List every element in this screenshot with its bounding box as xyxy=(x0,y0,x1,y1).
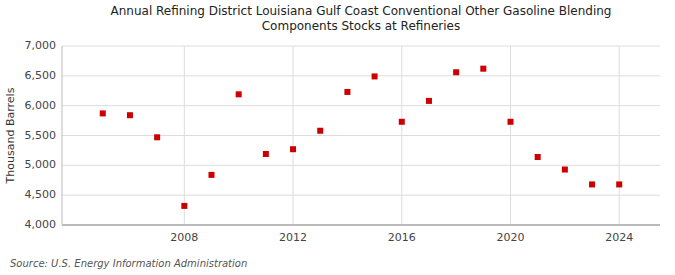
title-line: Components Stocks at Refineries xyxy=(262,19,461,33)
chart-container: 4,000 4,500 5,000 5,500 6,000 6,500 7,000 2008 2… xyxy=(0,0,675,275)
chart-svg: 4,000 4,500 5,000 5,500 6,000 6,500 7,000 2008 2… xyxy=(0,0,675,275)
point xyxy=(426,98,432,104)
point xyxy=(399,119,405,125)
x-grid-line xyxy=(293,46,294,225)
point xyxy=(616,181,622,187)
point xyxy=(181,203,187,209)
grid xyxy=(62,46,660,225)
point xyxy=(263,151,269,157)
y-tick-label: 7,000 xyxy=(25,39,57,52)
point xyxy=(100,110,106,116)
title-line: Annual Refining District Louisiana Gulf … xyxy=(111,4,612,18)
x-grid-line xyxy=(184,46,185,225)
y-grid-line xyxy=(62,75,660,76)
x-tick-label: 2008 xyxy=(170,231,198,244)
y-grid-line xyxy=(62,105,660,106)
y-axis-label: Thousand Barrels xyxy=(4,87,17,184)
point xyxy=(589,181,595,187)
y-tick-label: 5,500 xyxy=(25,129,57,142)
x-grid-line xyxy=(401,46,402,225)
x-tick-label: 2012 xyxy=(279,231,307,244)
point xyxy=(453,69,459,75)
x-grid-line xyxy=(510,46,511,225)
x-grid-line xyxy=(619,46,620,225)
point xyxy=(344,89,350,95)
x-axis-line xyxy=(62,225,660,226)
y-grid-line xyxy=(62,195,660,196)
point xyxy=(508,119,514,125)
y-grid-line xyxy=(62,135,660,136)
y-tick-label: 6,000 xyxy=(25,99,57,112)
y-tick-label: 6,500 xyxy=(25,69,57,82)
point xyxy=(209,172,215,178)
point xyxy=(372,73,378,79)
y-grid-line xyxy=(62,165,660,166)
point xyxy=(236,91,242,97)
x-tick-label: 2024 xyxy=(605,231,633,244)
point xyxy=(562,167,568,173)
points xyxy=(100,66,622,209)
x-tick-label: 2020 xyxy=(497,231,525,244)
point xyxy=(317,128,323,134)
y-tick-label: 5,000 xyxy=(25,158,57,171)
y-grid-line xyxy=(62,225,660,226)
x-tick-label: 2016 xyxy=(388,231,416,244)
y-grid-line xyxy=(62,46,660,47)
point xyxy=(127,112,133,118)
source: Source: U.S. Energy Information Administ… xyxy=(10,258,247,269)
y-axis-line xyxy=(62,46,63,225)
title: Annual Refining District Louisiana Gulf … xyxy=(111,4,612,33)
point xyxy=(290,146,296,152)
point xyxy=(154,134,160,140)
point xyxy=(480,66,486,72)
point xyxy=(535,154,541,160)
y-tick-label: 4,000 xyxy=(25,218,57,231)
y-tick-label: 4,500 xyxy=(25,188,57,201)
